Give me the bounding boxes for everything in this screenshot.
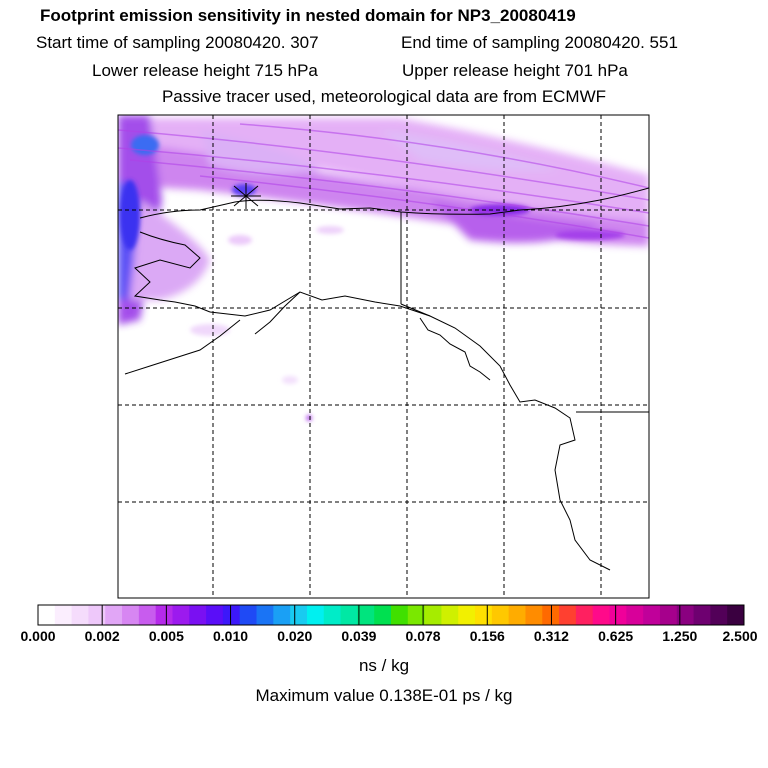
tracer-info-label: Passive tracer used, meteorological data… bbox=[161, 87, 607, 106]
colorbar-swatch bbox=[54, 605, 73, 625]
colorbar-swatch bbox=[727, 605, 745, 625]
colorbar-swatch bbox=[424, 605, 442, 625]
plot-area bbox=[118, 115, 649, 598]
colorbar-swatch bbox=[693, 605, 711, 625]
upper-height-label: Upper release height 701 hPa bbox=[402, 61, 628, 80]
colorbar-swatch bbox=[559, 605, 577, 625]
colorbar-swatch bbox=[525, 605, 543, 625]
colorbar-swatch bbox=[374, 605, 392, 625]
colorbar-tick-label: 0.002 bbox=[84, 628, 120, 644]
colorbar-tick-label: 0.156 bbox=[469, 628, 505, 644]
colorbar-tick-label: 0.000 bbox=[20, 628, 56, 644]
colorbar-frame bbox=[37, 604, 745, 626]
colorbar-swatch bbox=[122, 605, 140, 625]
colorbar bbox=[37, 604, 745, 626]
colorbar-tick-label: 2.500 bbox=[722, 628, 758, 644]
sensitivity-field bbox=[118, 115, 649, 421]
colorbar-swatch bbox=[659, 605, 678, 625]
colorbar-swatch bbox=[290, 605, 308, 625]
colorbar-swatch bbox=[88, 605, 106, 625]
colorbar-tick-label: 0.010 bbox=[213, 628, 249, 644]
end-time-label: End time of sampling 20080420. 551 bbox=[401, 33, 678, 52]
colorbar-swatch bbox=[643, 605, 661, 625]
graticule bbox=[118, 115, 649, 598]
colorbar-swatch bbox=[155, 605, 173, 625]
colorbar-swatch bbox=[222, 605, 241, 625]
colorbar-tick-label: 0.020 bbox=[277, 628, 313, 644]
colorbar-swatch bbox=[676, 605, 695, 625]
colorbar-swatch bbox=[273, 605, 291, 625]
colorbar-swatch bbox=[256, 605, 274, 625]
maximum-value-label: Maximum value 0.138E-01 ps / kg bbox=[255, 686, 513, 705]
colorbar-swatch bbox=[105, 605, 123, 625]
start-time-label: Start time of sampling 20080420. 307 bbox=[36, 33, 319, 52]
colorbar-tick-label: 0.625 bbox=[598, 628, 634, 644]
colorbar-swatch bbox=[491, 605, 510, 625]
colorbar-swatch bbox=[357, 605, 375, 625]
lower-height-label: Lower release height 715 hPa bbox=[92, 61, 318, 80]
colorbar-swatch bbox=[323, 605, 342, 625]
colorbar-swatch bbox=[710, 605, 728, 625]
colorbar-swatch bbox=[475, 605, 493, 625]
colorbar-swatch bbox=[38, 605, 56, 625]
colorbar-swatch bbox=[189, 605, 207, 625]
colorbar-swatch bbox=[592, 605, 611, 625]
colorbar-tick-label: 0.005 bbox=[148, 628, 184, 644]
colorbar-swatch bbox=[609, 605, 627, 625]
colorbar-swatch bbox=[340, 605, 358, 625]
colorbar-swatch bbox=[172, 605, 190, 625]
colorbar-unit-label: ns / kg bbox=[358, 656, 410, 675]
plot-frame bbox=[117, 114, 650, 599]
colorbar-swatch bbox=[206, 605, 224, 625]
colorbar-swatch bbox=[441, 605, 459, 625]
colorbar-swatch bbox=[458, 605, 476, 625]
figure-title: Footprint emission sensitivity in nested… bbox=[40, 6, 576, 25]
colorbar-swatch bbox=[239, 605, 258, 625]
colorbar-swatch bbox=[508, 605, 526, 625]
colorbar-swatch bbox=[542, 605, 560, 625]
colorbar-tick-label: 1.250 bbox=[662, 628, 698, 644]
colorbar-swatch bbox=[391, 605, 409, 625]
colorbar-tick-label: 0.312 bbox=[533, 628, 569, 644]
release-point-marker bbox=[231, 183, 261, 209]
colorbar-swatch bbox=[306, 605, 325, 625]
colorbar-tick-label: 0.039 bbox=[341, 628, 377, 644]
coastline bbox=[124, 187, 649, 571]
colorbar-swatch bbox=[575, 605, 594, 625]
colorbar-swatch bbox=[138, 605, 157, 625]
political-borders bbox=[400, 212, 649, 413]
colorbar-swatch bbox=[407, 605, 426, 625]
colorbar-swatch bbox=[71, 605, 89, 625]
colorbar-tick-label: 0.078 bbox=[405, 628, 441, 644]
colorbar-swatch bbox=[626, 605, 644, 625]
